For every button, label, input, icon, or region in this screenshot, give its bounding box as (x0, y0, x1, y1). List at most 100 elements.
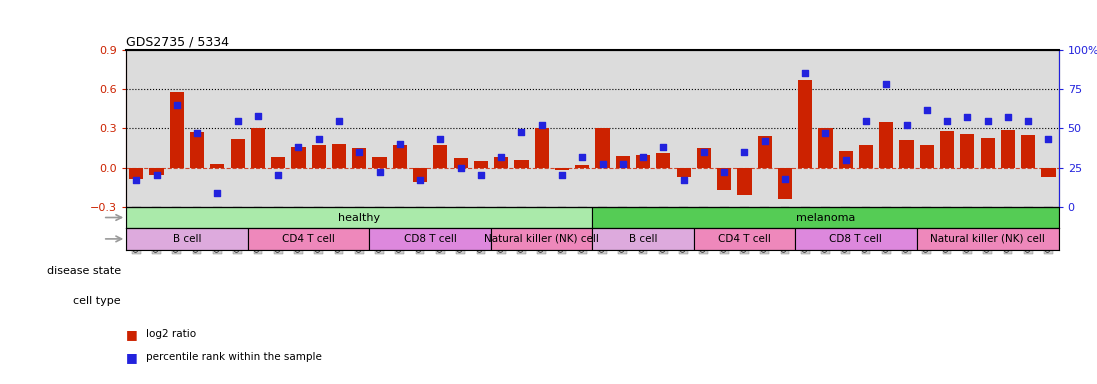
Point (391, 141, 408, 147)
Bar (737, 167, 751, 195)
Point (897, 122, 915, 128)
Bar (393, 146, 407, 167)
Text: ■: ■ (126, 351, 138, 364)
Bar (332, 144, 346, 167)
Bar (412, 167, 427, 182)
Text: disease state: disease state (46, 266, 121, 276)
Point (1040, 136, 1058, 142)
Point (512, 128, 530, 134)
Text: CD4 T cell: CD4 T cell (282, 234, 335, 244)
Point (574, 154, 591, 160)
Point (695, 149, 713, 155)
Bar (433, 146, 448, 167)
Bar (534, 128, 548, 167)
Point (918, 106, 936, 113)
Bar (677, 167, 691, 177)
Bar (693, 228, 795, 250)
Text: B cell: B cell (629, 234, 657, 244)
Bar (656, 153, 670, 167)
Text: CD8 T cell: CD8 T cell (404, 234, 456, 244)
Point (189, 130, 206, 136)
Bar (352, 148, 366, 167)
Bar (170, 92, 184, 167)
Text: CD4 T cell: CD4 T cell (717, 234, 771, 244)
Text: GDS2735 / 5334: GDS2735 / 5334 (126, 36, 229, 49)
Point (350, 149, 367, 155)
Text: B cell: B cell (172, 234, 201, 244)
Point (878, 81, 895, 88)
Bar (126, 207, 592, 228)
Point (979, 118, 996, 124)
Text: log2 ratio: log2 ratio (146, 329, 196, 339)
Point (837, 157, 855, 163)
Bar (859, 146, 873, 167)
Bar (494, 157, 508, 167)
Text: Natural killer (NK) cell: Natural killer (NK) cell (930, 234, 1045, 244)
Bar (491, 228, 592, 250)
Text: healthy: healthy (338, 212, 381, 222)
Point (148, 172, 166, 179)
Bar (917, 228, 1059, 250)
Bar (453, 159, 467, 167)
Text: percentile rank within the sample: percentile rank within the sample (146, 352, 321, 362)
Point (472, 172, 489, 179)
Point (655, 144, 672, 150)
Bar (615, 156, 630, 167)
Point (208, 190, 226, 196)
Bar (312, 146, 326, 167)
Point (675, 177, 692, 183)
Bar (879, 122, 893, 167)
Point (553, 172, 570, 179)
Point (1019, 118, 1037, 124)
Bar (981, 137, 995, 167)
Bar (248, 228, 370, 250)
Point (959, 114, 976, 121)
Point (816, 130, 834, 136)
Bar (514, 160, 529, 167)
Point (756, 138, 773, 144)
Point (999, 114, 1017, 121)
Point (715, 169, 733, 175)
Bar (778, 167, 792, 199)
Bar (636, 154, 651, 167)
Point (736, 149, 754, 155)
Point (493, 154, 510, 160)
Point (857, 118, 874, 124)
Text: Natural killer (NK) cell: Natural killer (NK) cell (484, 234, 599, 244)
Bar (839, 151, 852, 167)
Bar (474, 161, 488, 167)
Bar (373, 157, 386, 167)
Point (330, 118, 348, 124)
Text: melanoma: melanoma (795, 212, 856, 222)
Bar (575, 165, 589, 167)
Bar (940, 131, 954, 167)
Point (938, 118, 955, 124)
Bar (1000, 130, 1015, 167)
Bar (1041, 167, 1055, 177)
Point (614, 161, 632, 167)
Bar (555, 167, 569, 170)
Text: cell type: cell type (73, 296, 121, 306)
Bar (149, 167, 163, 175)
Bar (251, 128, 265, 167)
Bar (799, 80, 812, 167)
Point (777, 175, 794, 182)
Bar (900, 140, 914, 167)
Point (168, 102, 185, 108)
Text: ■: ■ (126, 328, 138, 341)
Point (229, 118, 247, 124)
Point (290, 144, 307, 150)
Bar (596, 128, 610, 167)
Point (249, 113, 267, 119)
Bar (1021, 135, 1036, 167)
Point (796, 70, 814, 76)
Bar (292, 147, 306, 167)
Point (452, 164, 470, 170)
Bar (230, 139, 245, 167)
Point (310, 136, 328, 142)
Bar (271, 157, 285, 167)
Bar (960, 134, 974, 167)
Point (270, 172, 287, 179)
Bar (795, 228, 917, 250)
Point (593, 161, 611, 167)
